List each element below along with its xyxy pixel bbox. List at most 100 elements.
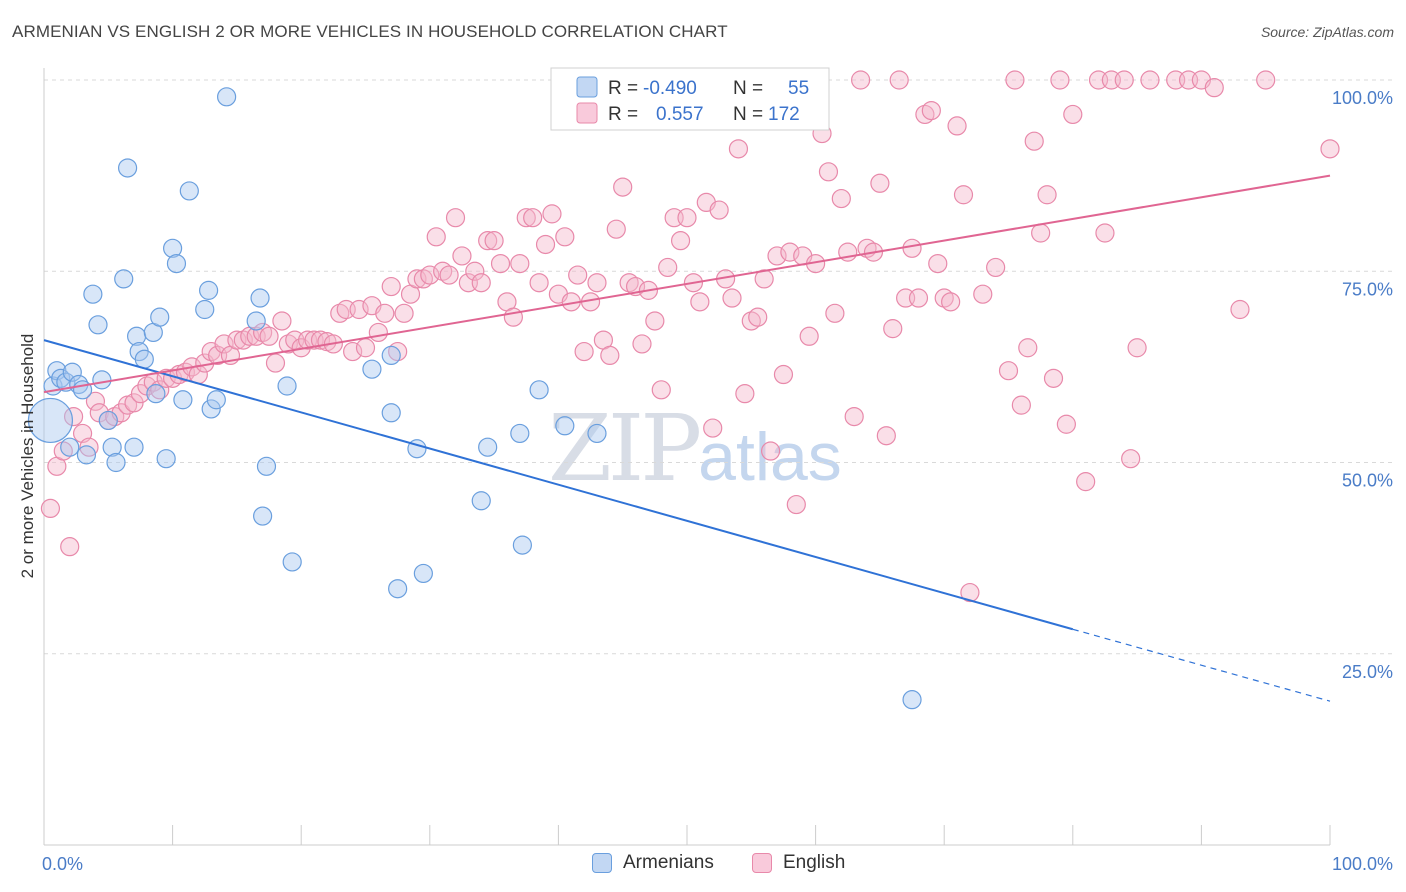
- legend-swatch-english: [576, 102, 598, 124]
- english-point: [818, 162, 839, 182]
- english-point: [780, 242, 800, 262]
- armenian-point: [76, 445, 97, 465]
- english-point: [523, 208, 543, 228]
- armenian-point: [282, 552, 302, 572]
- english-point: [760, 441, 781, 461]
- y-axis-label: 2 or more Vehicles in Household: [18, 334, 37, 579]
- tick-labels: 25.0% 50.0% 75.0% 100.0% 0.0% 100.0%: [42, 88, 1393, 874]
- english-point: [600, 345, 620, 365]
- armenian-point: [166, 254, 187, 274]
- armenian-point: [114, 269, 134, 289]
- armenian-point: [510, 423, 530, 444]
- english-point: [85, 391, 106, 411]
- x-tick-label-min: 0.0%: [42, 854, 83, 874]
- armenian-point: [102, 437, 122, 457]
- armenian-point: [478, 437, 498, 457]
- armenian-point: [199, 280, 219, 300]
- english-point: [375, 303, 395, 323]
- armenian-point: [529, 380, 549, 400]
- legend-r-value-english: 0.557: [656, 104, 704, 125]
- english-point: [542, 204, 562, 224]
- watermark-atlas: atlas: [698, 419, 842, 495]
- legend-r-value-armenians: -0.490: [643, 78, 697, 99]
- english-point: [889, 70, 909, 90]
- english-point: [407, 269, 427, 289]
- armenian-point: [51, 368, 71, 388]
- english-point: [439, 265, 459, 285]
- english-point: [851, 70, 871, 90]
- english-point: [1095, 223, 1115, 243]
- english-point: [265, 353, 286, 373]
- english-point: [1320, 139, 1340, 159]
- english-point: [973, 284, 993, 304]
- english-point: [510, 254, 530, 274]
- english-point: [1005, 70, 1025, 90]
- armenian-point: [388, 579, 408, 599]
- y-tick-label: 25.0%: [1342, 662, 1393, 682]
- english-point: [767, 246, 787, 266]
- english-point: [1076, 472, 1096, 492]
- english-point: [40, 498, 61, 518]
- english-point: [677, 208, 697, 228]
- english-point: [709, 200, 729, 220]
- english-point: [465, 261, 485, 281]
- english-point: [1121, 449, 1141, 469]
- y-tick-label: 100.0%: [1332, 88, 1393, 108]
- bottom-legend-armenians[interactable]: Armenians: [592, 852, 714, 874]
- english-point: [516, 208, 536, 228]
- chart-title: ARMENIAN VS ENGLISH 2 OR MORE VEHICLES I…: [12, 22, 728, 41]
- english-point: [606, 219, 626, 239]
- english-point: [690, 292, 710, 312]
- english-point: [426, 227, 446, 247]
- english-point: [1011, 395, 1031, 415]
- english-point: [928, 254, 948, 274]
- armenian-point: [88, 315, 108, 335]
- armenian-point: [512, 535, 532, 555]
- english-point: [1114, 70, 1134, 90]
- english-point: [735, 384, 755, 404]
- armenian-point: [106, 452, 126, 473]
- english-point: [1024, 131, 1044, 151]
- english-point: [921, 100, 941, 121]
- armenian-point: [60, 437, 80, 457]
- english-point: [349, 299, 369, 320]
- armenians-swatch: [592, 853, 612, 873]
- armenian-point: [246, 311, 266, 331]
- english-point: [214, 334, 234, 354]
- armenian-point: [146, 384, 166, 404]
- english-point: [574, 341, 594, 362]
- watermark: ZIPatlas: [548, 395, 842, 502]
- bottom-legend-english[interactable]: English: [752, 852, 845, 874]
- english-point: [355, 338, 376, 358]
- legend-n-label-armenians: N =: [733, 78, 763, 99]
- armenian-point: [156, 449, 176, 469]
- armenian-point: [902, 690, 922, 710]
- armenian-point: [179, 181, 199, 201]
- english-point: [259, 326, 279, 346]
- english-label: English: [783, 852, 846, 873]
- armenian-point: [163, 238, 183, 258]
- bottom-legend: Armenians English: [0, 852, 1406, 878]
- english-point: [703, 418, 723, 438]
- english-point: [478, 231, 498, 251]
- armenian-point: [587, 423, 607, 444]
- english-point: [728, 139, 749, 159]
- english-point: [1140, 70, 1160, 90]
- legend-box: R = -0.490 N = 55 R = 0.557 N = 172: [550, 67, 830, 131]
- armenian-trend-extension: [1072, 628, 1331, 702]
- armenian-point: [413, 563, 433, 584]
- english-point: [632, 334, 652, 354]
- armenian-trend-line: [43, 339, 1074, 631]
- english-point: [1018, 338, 1038, 358]
- english-point: [825, 303, 845, 323]
- english-point: [844, 407, 864, 427]
- english-point: [870, 173, 890, 193]
- trend-lines: [43, 174, 1331, 702]
- armenian-point: [124, 437, 144, 457]
- axes: [43, 68, 1331, 846]
- armenians-label: Armenians: [623, 852, 714, 873]
- english-point: [587, 273, 607, 293]
- armenian-point: [256, 456, 277, 476]
- english-point: [941, 292, 961, 312]
